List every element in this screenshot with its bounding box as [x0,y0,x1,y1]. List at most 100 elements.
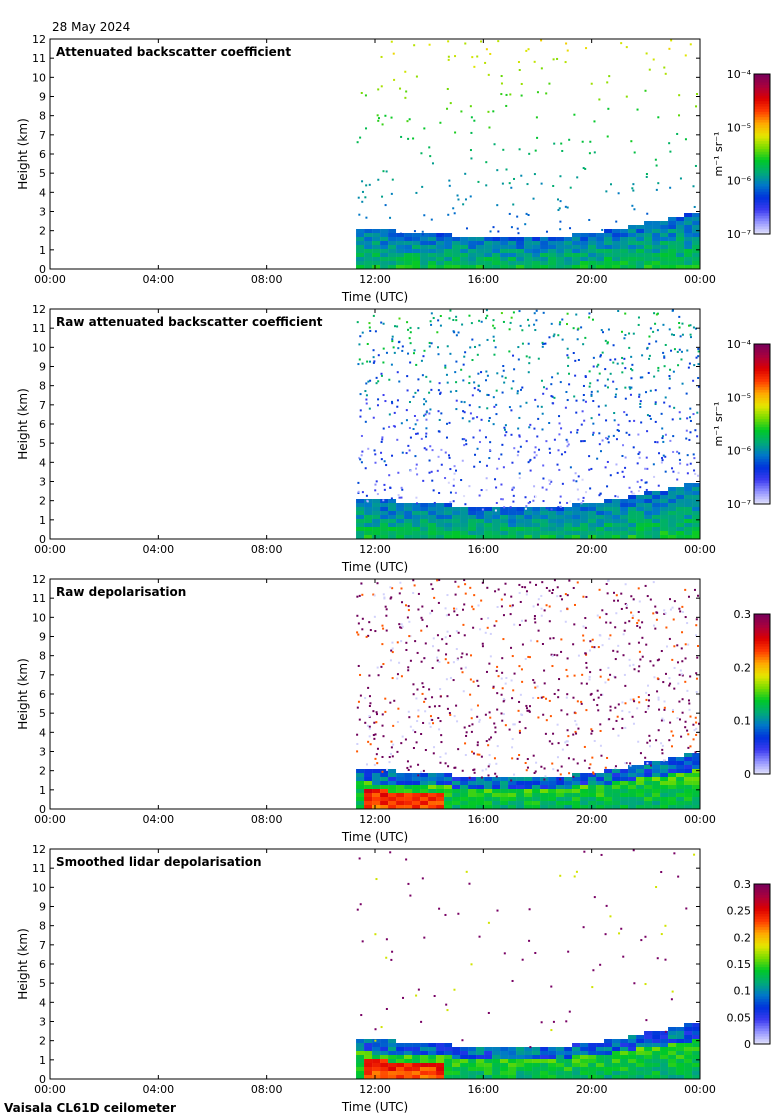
y-tick-label: 3 [39,206,46,219]
y-axis-label: Height (km) [16,388,30,459]
heatmap-field [356,579,700,809]
y-tick-label: 12 [32,303,46,316]
y-tick-label: 0 [39,1073,46,1086]
heatmap-field [356,39,700,269]
x-tick-label: 04:00 [142,273,174,286]
y-tick-label: 4 [39,996,46,1009]
colorbar-tick-label: 0.1 [734,985,752,998]
x-tick-label: 12:00 [359,273,391,286]
x-tick-label: 20:00 [576,813,608,826]
y-tick-label: 5 [39,167,46,180]
colorbar-tick-label: 10⁻⁷ [727,228,751,241]
heatmap-field [356,309,700,539]
y-tick-label: 3 [39,746,46,759]
y-tick-label: 5 [39,707,46,720]
colorbar-tick-label: 10⁻⁶ [727,175,752,188]
colorbar-tick-label: 10⁻⁵ [727,121,751,134]
y-tick-label: 2 [39,765,46,778]
y-tick-label: 0 [39,803,46,816]
y-tick-label: 7 [39,399,46,412]
colorbar-tick-label: 10⁻⁴ [727,68,752,81]
colorbar-tick-label: 10⁻⁵ [727,391,751,404]
colorbar: 10⁻⁴ 10⁻⁵ 10⁻⁶ 10⁻⁷ m⁻¹ sr⁻¹ [712,338,771,511]
y-tick-label: 6 [39,688,46,701]
y-tick-label: 9 [39,361,46,374]
colorbar-tick-label: 0.1 [734,715,752,728]
colorbar-unit: m⁻¹ sr⁻¹ [712,132,725,177]
y-tick-label: 10 [32,611,46,624]
y-tick-label: 5 [39,437,46,450]
y-tick-label: 12 [32,843,46,856]
colorbar-tick-label: 0.2 [734,661,752,674]
panel-title: Attenuated backscatter coefficient [56,45,291,59]
y-tick-label: 12 [32,573,46,586]
x-tick-label: 08:00 [251,543,283,556]
y-tick-label: 10 [32,341,46,354]
x-tick-label: 20:00 [576,273,608,286]
y-tick-label: 7 [39,939,46,952]
x-tick-label: 00:00 [34,543,66,556]
x-tick-label: 00:00 [684,813,716,826]
y-tick-label: 7 [39,669,46,682]
y-tick-label: 6 [39,958,46,971]
y-tick-label: 10 [32,881,46,894]
y-tick-label: 4 [39,186,46,199]
panel-title: Raw attenuated backscatter coefficient [56,315,323,329]
x-tick-label: 08:00 [251,273,283,286]
colorbar-tick-label: 0 [744,1038,751,1051]
x-tick-label: 16:00 [467,543,499,556]
x-tick-label: 16:00 [467,273,499,286]
x-tick-label: 08:00 [251,1083,283,1096]
y-tick-label: 8 [39,110,46,123]
x-tick-label: 00:00 [684,1083,716,1096]
y-tick-label: 11 [32,862,46,875]
x-tick-label: 00:00 [684,543,716,556]
y-tick-label: 11 [32,52,46,65]
colorbar-tick-label: 10⁻⁴ [727,338,752,351]
y-tick-label: 8 [39,380,46,393]
x-tick-label: 00:00 [34,1083,66,1096]
date-label: 28 May 2024 [52,20,131,34]
colorbar-tick-label: 0.25 [727,905,752,918]
x-tick-label: 00:00 [684,273,716,286]
y-tick-label: 6 [39,148,46,161]
y-tick-label: 2 [39,225,46,238]
colorbar: 0.3 0.25 0.2 0.15 0.1 0.05 0 [727,878,771,1051]
colorbar: 0.3 0.2 0.1 0 [734,608,771,781]
colorbar-tick-label: 0.2 [734,931,752,944]
instrument-label: Vaisala CL61D ceilometer [4,1101,176,1115]
panel-title: Raw depolarisation [56,585,186,599]
y-tick-label: 9 [39,901,46,914]
y-axis-label: Height (km) [16,118,30,189]
y-tick-label: 12 [32,33,46,46]
y-tick-label: 3 [39,1016,46,1029]
colorbar-tick-label: 10⁻⁷ [727,498,751,511]
x-tick-label: 16:00 [467,1083,499,1096]
y-tick-label: 6 [39,418,46,431]
x-tick-label: 20:00 [576,1083,608,1096]
x-axis-label: Time (UTC) [341,290,408,304]
x-tick-label: 12:00 [359,543,391,556]
x-tick-label: 00:00 [34,813,66,826]
y-tick-label: 4 [39,726,46,739]
colorbar-unit: m⁻¹ sr⁻¹ [712,402,725,447]
heatmap-field [356,849,700,1079]
y-tick-label: 1 [39,244,46,257]
y-tick-label: 0 [39,263,46,276]
y-tick-label: 9 [39,91,46,104]
panel-title: Smoothed lidar depolarisation [56,855,262,869]
x-tick-label: 16:00 [467,813,499,826]
colorbar-frame [753,73,771,235]
colorbar-frame [753,613,771,775]
y-tick-label: 5 [39,977,46,990]
x-axis-label: Time (UTC) [341,830,408,844]
x-tick-label: 12:00 [359,813,391,826]
y-axis-label: Height (km) [16,928,30,999]
x-tick-label: 20:00 [576,543,608,556]
colorbar-tick-label: 10⁻⁶ [727,445,752,458]
